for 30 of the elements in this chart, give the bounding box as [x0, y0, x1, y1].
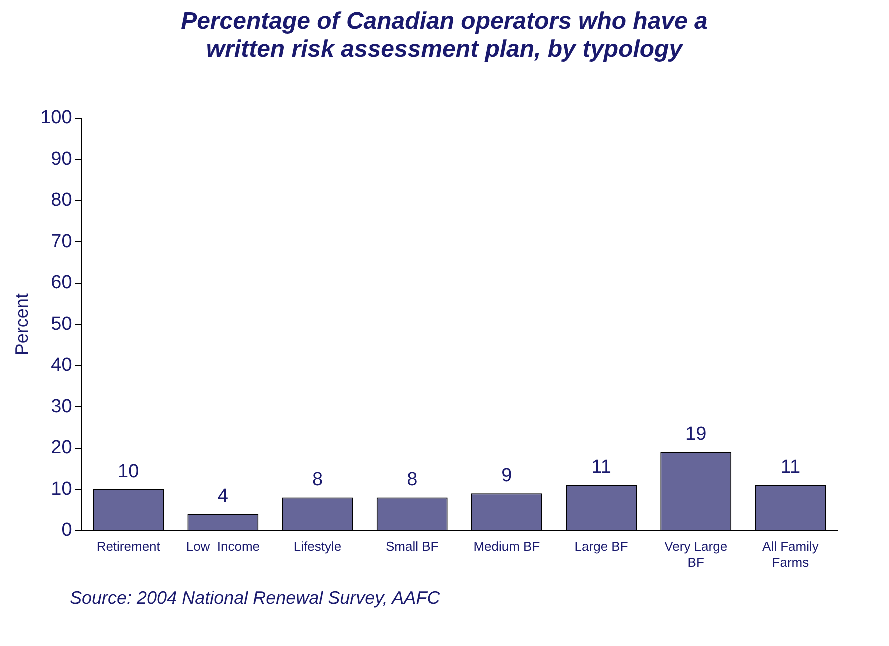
data-label: 19: [686, 424, 707, 446]
y-tick-label: 90: [51, 148, 72, 170]
y-tick-label: 50: [51, 314, 72, 335]
y-axis-title: Percent: [12, 294, 32, 356]
y-tick-label: 10: [51, 478, 72, 500]
y-tick-label: 70: [51, 231, 72, 252]
data-label: 4: [218, 486, 229, 508]
x-tick-label: All Family Farms: [762, 539, 820, 570]
x-tick-label: Small BF: [386, 539, 439, 554]
x-tick-label: Medium BF: [474, 539, 540, 554]
source-note: Source: 2004 National Renewal Survey, AAFC: [70, 588, 442, 609]
data-label: 11: [780, 457, 801, 478]
data-label: 9: [502, 465, 512, 486]
data-label: 10: [118, 461, 140, 482]
x-tick-label: Large BF: [574, 539, 628, 554]
y-tick-label: 80: [51, 190, 72, 212]
y-tick-label: 0: [62, 520, 72, 542]
x-tick-label: Lifestyle: [294, 539, 342, 554]
y-tick-label: 40: [51, 355, 72, 376]
y-tick-label: 30: [51, 396, 72, 418]
chart-title: Percentage of Canadian operators who have a written risk assessment plan, by typology: [180, 8, 709, 64]
y-tick-label: 100: [40, 108, 72, 129]
data-label: 8: [312, 470, 324, 491]
y-tick-label: 20: [51, 438, 72, 459]
x-tick-label: Very Large BF: [664, 539, 728, 570]
data-label: 11: [592, 457, 612, 478]
data-label: 8: [407, 470, 418, 491]
y-tick-label: 60: [51, 272, 72, 294]
x-tick-label: Low Income: [186, 539, 260, 554]
x-tick-label: Retirement: [96, 539, 161, 554]
